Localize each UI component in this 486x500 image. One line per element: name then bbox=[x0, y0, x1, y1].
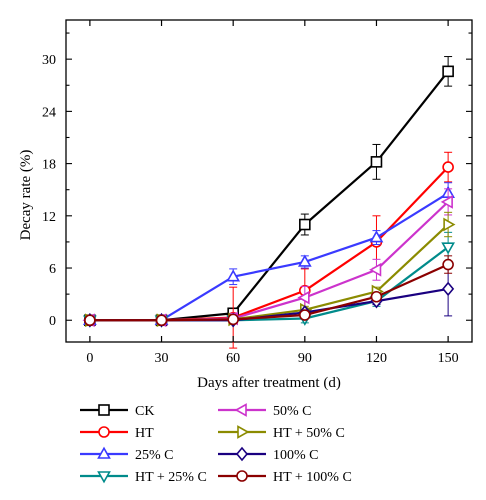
x-tick-label: 150 bbox=[438, 351, 459, 366]
marker-circle bbox=[299, 309, 311, 321]
series-line bbox=[89, 263, 449, 322]
x-tick-label: 30 bbox=[155, 351, 169, 366]
marker-triangle-left bbox=[234, 403, 247, 417]
legend-label: HT + 50% C bbox=[273, 426, 345, 441]
series-line bbox=[89, 192, 449, 322]
marker-triangle-left bbox=[440, 195, 453, 209]
marker-circle bbox=[370, 290, 383, 303]
legend-label: HT bbox=[135, 426, 154, 441]
series-layer bbox=[82, 56, 456, 349]
legend-item: 25% C bbox=[80, 446, 174, 463]
legend-item: HT bbox=[80, 426, 154, 441]
marker-circle bbox=[98, 426, 110, 438]
marker-triangle-left bbox=[297, 290, 310, 305]
marker-triangle-right bbox=[237, 425, 250, 439]
legend-item: 50% C bbox=[218, 403, 312, 419]
legend-label: HT + 100% C bbox=[273, 470, 352, 485]
series-7 bbox=[84, 255, 454, 327]
marker-triangle-up bbox=[297, 254, 312, 267]
series-3 bbox=[83, 231, 455, 328]
marker-square bbox=[442, 65, 454, 78]
x-tick-label: 60 bbox=[226, 351, 240, 366]
marker-circle bbox=[227, 313, 239, 326]
y-tick-label: 30 bbox=[42, 53, 56, 68]
legend-label: 100% C bbox=[273, 448, 319, 463]
marker-square bbox=[370, 156, 383, 168]
series-line bbox=[89, 201, 449, 322]
marker-triangle-right bbox=[443, 217, 456, 232]
y-tick-label: 18 bbox=[42, 158, 56, 173]
marker-triangle-up bbox=[369, 230, 384, 243]
marker-circle bbox=[442, 258, 454, 271]
marker-triangle-down bbox=[441, 242, 455, 255]
legend-item: HT + 25% C bbox=[80, 470, 207, 485]
series-line bbox=[89, 70, 449, 322]
legend-label: 25% C bbox=[135, 448, 174, 463]
legend-label: HT + 25% C bbox=[135, 470, 207, 485]
axes: 0 30 60 90 120 150 0 6 12 18 24 30 bbox=[42, 20, 472, 366]
marker-circle bbox=[442, 161, 454, 173]
marker-triangle-down bbox=[97, 471, 111, 484]
y-tick-label: 12 bbox=[42, 210, 56, 225]
legend-item: HT + 50% C bbox=[218, 425, 345, 441]
x-axis-label: Days after treatment (d) bbox=[197, 375, 341, 391]
legend-label: CK bbox=[135, 404, 154, 419]
marker-circle bbox=[155, 314, 168, 327]
marker-square bbox=[299, 218, 311, 231]
series-line bbox=[89, 223, 449, 322]
marker-triangle-left bbox=[369, 262, 382, 277]
y-tick-label: 6 bbox=[49, 262, 56, 277]
x-tick-label: 0 bbox=[86, 351, 93, 366]
marker-triangle-up bbox=[226, 269, 241, 282]
marker-circle bbox=[84, 314, 96, 327]
legend-item: 100% C bbox=[218, 446, 319, 463]
y-axis-label: Decay rate (%) bbox=[18, 150, 34, 241]
legend-label: 50% C bbox=[273, 404, 312, 419]
legend-item: CK bbox=[80, 404, 154, 419]
plot-area bbox=[65, 19, 473, 343]
series-line bbox=[89, 246, 449, 322]
marker-diamond bbox=[235, 446, 249, 462]
legend-item: HT + 100% C bbox=[218, 470, 352, 485]
plot-frame bbox=[65, 19, 473, 343]
marker-triangle-up bbox=[97, 446, 111, 459]
y-tick-label: 24 bbox=[42, 105, 56, 120]
y-tick-label: 0 bbox=[49, 314, 56, 329]
legend: CK HT 25% C HT + 25% C 50% C HT + 50% C 100% C… bbox=[80, 403, 352, 485]
marker-circle bbox=[236, 470, 248, 482]
marker-square bbox=[98, 404, 110, 416]
x-tick-label: 90 bbox=[298, 351, 312, 366]
x-tick-label: 120 bbox=[366, 351, 387, 366]
marker-diamond bbox=[442, 281, 455, 297]
